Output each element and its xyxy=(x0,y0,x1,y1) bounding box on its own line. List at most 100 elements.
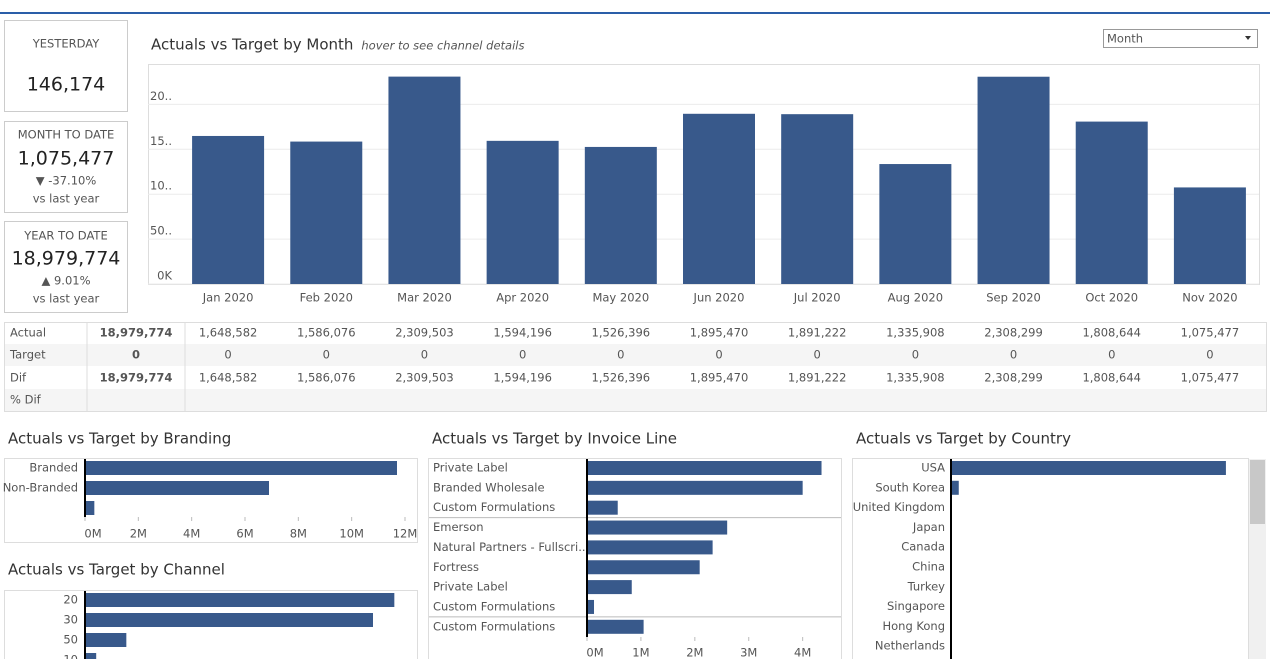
category-label: Private Label xyxy=(433,580,508,594)
chart-title: Actuals vs Target by Invoice Line xyxy=(432,430,677,448)
category-label: Non-Branded xyxy=(3,481,78,495)
table-cell: 0 xyxy=(224,348,231,362)
table-total: 18,979,774 xyxy=(100,371,173,385)
bar xyxy=(683,113,755,285)
bar xyxy=(1173,187,1246,284)
x-tick-label: 2M xyxy=(686,646,703,659)
x-tick-label: Aug 2020 xyxy=(888,291,943,305)
table-cell: 0 xyxy=(617,348,624,362)
x-tick-label: 0M xyxy=(586,646,603,659)
bar xyxy=(879,164,952,284)
bar xyxy=(587,480,803,495)
category-label: 50 xyxy=(63,633,78,647)
category-label: Japan xyxy=(912,520,945,534)
row-label: Actual xyxy=(10,326,46,340)
x-tick-label: Jul 2020 xyxy=(793,291,841,305)
x-tick-label: Sep 2020 xyxy=(986,291,1041,305)
table-cell: 1,808,644 xyxy=(1082,326,1141,340)
x-tick-label: Feb 2020 xyxy=(300,291,353,305)
table-cell: 1,594,196 xyxy=(493,371,552,385)
bar xyxy=(85,461,397,475)
kpi-title: YESTERDAY xyxy=(32,37,100,51)
category-label: Fortress xyxy=(433,560,479,574)
category-label: Custom Formulations xyxy=(433,619,555,633)
x-tick-label: 12M xyxy=(393,527,418,541)
x-tick-label: Apr 2020 xyxy=(496,291,549,305)
table-cell: 0 xyxy=(715,348,722,362)
bar xyxy=(587,500,618,515)
bar xyxy=(85,501,95,515)
x-tick-label: 2M xyxy=(130,527,147,541)
table-cell: 1,586,076 xyxy=(297,326,356,340)
category-label: 20 xyxy=(63,593,78,607)
bar xyxy=(587,540,713,555)
x-tick-label: Mar 2020 xyxy=(397,291,452,305)
bar xyxy=(951,480,959,495)
bar xyxy=(584,146,657,284)
category-label: 10 xyxy=(63,653,78,659)
category-label: Canada xyxy=(901,540,945,554)
table-cell: 0 xyxy=(1108,348,1115,362)
table-cell: 1,075,477 xyxy=(1181,371,1240,385)
category-label: Emerson xyxy=(433,520,484,534)
table-cell: 1,648,582 xyxy=(199,326,258,340)
x-tick-label: 8M xyxy=(290,527,307,541)
dropdown-value[interactable]: Month xyxy=(1107,32,1143,46)
top-rule xyxy=(0,12,1270,14)
dropdown-arrow[interactable] xyxy=(1245,36,1251,40)
category-label: 30 xyxy=(63,613,78,627)
table-cell: 1,526,396 xyxy=(592,371,651,385)
bar xyxy=(85,653,97,659)
panel xyxy=(852,458,1249,659)
x-tick-label: 3M xyxy=(740,646,757,659)
bar xyxy=(388,76,461,284)
bar xyxy=(85,613,373,627)
x-tick-label: Jun 2020 xyxy=(693,291,745,305)
kpi-change: ▲ 9.01% xyxy=(41,274,90,288)
chart-subtitle: hover to see channel details xyxy=(361,39,524,53)
chart-title: Actuals vs Target by Branding xyxy=(8,430,231,448)
table-cell: 1,891,222 xyxy=(788,326,847,340)
bar xyxy=(85,481,269,495)
scrollbar-thumb[interactable] xyxy=(1250,460,1265,524)
kpi-note: vs last year xyxy=(33,192,100,206)
table-cell: 1,891,222 xyxy=(788,371,847,385)
bar xyxy=(977,76,1050,284)
category-label: United Kingdom xyxy=(853,500,945,514)
category-label: Custom Formulations xyxy=(433,599,555,613)
bar xyxy=(1075,121,1148,284)
panel xyxy=(428,458,842,659)
table-cell: 0 xyxy=(519,348,526,362)
x-tick-label: May 2020 xyxy=(592,291,649,305)
y-tick-label: 0K xyxy=(157,269,172,283)
table-cell: 1,895,470 xyxy=(690,326,749,340)
dropdown[interactable] xyxy=(1103,29,1258,48)
x-tick-label: 1M xyxy=(632,646,649,659)
kpi-title: YEAR TO DATE xyxy=(23,229,107,243)
bar xyxy=(587,560,700,575)
category-label: Private Label xyxy=(433,461,508,475)
bar xyxy=(951,461,1226,475)
table-total: 0 xyxy=(132,348,140,362)
kpi-value: 18,979,774 xyxy=(12,248,121,270)
row-band xyxy=(5,389,1266,411)
category-label: Branded xyxy=(29,461,78,475)
table-cell: 0 xyxy=(1206,348,1213,362)
table-cell: 1,648,582 xyxy=(199,371,258,385)
y-tick-label: 15.. xyxy=(150,134,172,148)
bar xyxy=(290,141,363,284)
kpi-card xyxy=(4,20,128,112)
row-label: Dif xyxy=(10,371,27,385)
row-label: Target xyxy=(9,348,46,362)
kpi-note: vs last year xyxy=(33,292,100,306)
bar xyxy=(587,580,632,595)
table-total: 18,979,774 xyxy=(100,326,173,340)
bar xyxy=(781,114,854,284)
category-label: South Korea xyxy=(875,480,945,494)
bar xyxy=(85,633,127,647)
category-label: Hong Kong xyxy=(882,619,945,633)
y-tick-label: 50.. xyxy=(150,224,172,238)
category-label: Custom Formulations xyxy=(433,500,555,514)
